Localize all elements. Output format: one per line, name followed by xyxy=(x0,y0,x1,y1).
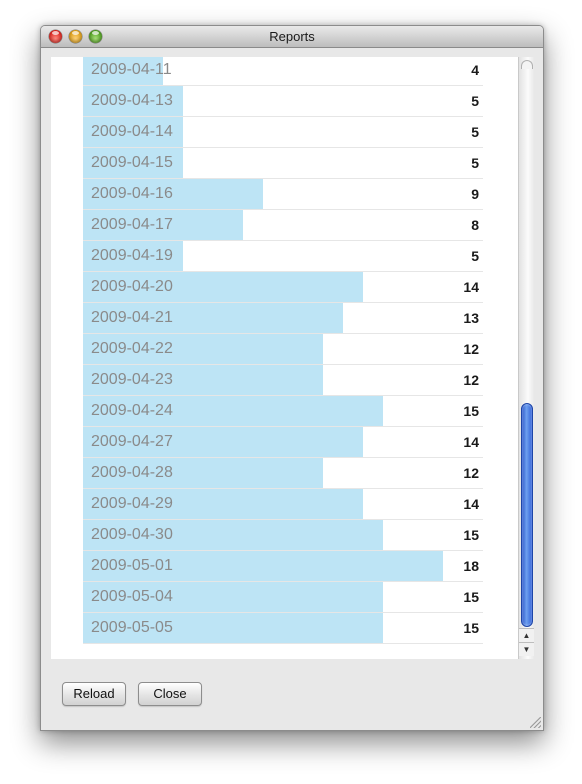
row-count: 4 xyxy=(471,62,479,78)
row-date: 2009-04-21 xyxy=(91,309,173,326)
zoom-window-icon[interactable] xyxy=(89,30,102,43)
report-row: 2009-05-05 15 xyxy=(83,613,483,644)
count-bar xyxy=(83,117,183,147)
row-date: 2009-04-17 xyxy=(91,216,173,233)
minimize-window-icon[interactable] xyxy=(69,30,82,43)
report-row: 2009-04-15 5 xyxy=(83,148,483,179)
report-row: 2009-05-01 18 xyxy=(83,551,483,582)
row-date: 2009-04-28 xyxy=(91,464,173,481)
scroll-down-arrow-icon[interactable]: ▼ xyxy=(519,642,534,656)
row-count: 12 xyxy=(463,465,479,481)
report-row: 2009-04-14 5 xyxy=(83,117,483,148)
row-date: 2009-05-04 xyxy=(91,588,173,605)
row-count: 15 xyxy=(463,589,479,605)
count-bar xyxy=(83,179,263,209)
row-date: 2009-04-11 xyxy=(91,61,172,78)
count-bar xyxy=(83,427,363,457)
report-row: 2009-04-27 14 xyxy=(83,427,483,458)
row-date: 2009-04-27 xyxy=(91,433,173,450)
report-row: 2009-04-29 14 xyxy=(83,489,483,520)
row-date: 2009-04-22 xyxy=(91,340,173,357)
report-row: 2009-04-13 5 xyxy=(83,86,483,117)
row-count: 5 xyxy=(471,93,479,109)
report-panel: 2009-04-11 4 2009-04-13 5 2009-04-14 5 2009-04… xyxy=(51,57,533,659)
row-date: 2009-04-16 xyxy=(91,185,173,202)
row-count: 8 xyxy=(471,217,479,233)
row-count: 5 xyxy=(471,248,479,264)
count-bar xyxy=(83,520,383,550)
row-count: 14 xyxy=(463,434,479,450)
vertical-scrollbar[interactable]: ▲ ▼ xyxy=(518,57,534,659)
row-count: 14 xyxy=(463,496,479,512)
row-count: 14 xyxy=(463,279,479,295)
row-date: 2009-04-29 xyxy=(91,495,173,512)
report-row: 2009-04-30 15 xyxy=(83,520,483,551)
row-date: 2009-05-05 xyxy=(91,619,173,636)
close-window-icon[interactable] xyxy=(49,30,62,43)
row-count: 15 xyxy=(463,527,479,543)
report-row: 2009-04-24 15 xyxy=(83,396,483,427)
row-count: 12 xyxy=(463,372,479,388)
count-bar xyxy=(83,365,323,395)
report-row: 2009-04-21 13 xyxy=(83,303,483,334)
row-date: 2009-04-30 xyxy=(91,526,173,543)
reload-button[interactable]: Reload xyxy=(62,682,126,706)
report-row: 2009-04-28 12 xyxy=(83,458,483,489)
reports-window: Reports 2009-04-11 4 2009-04-13 5 2009-04-14… xyxy=(40,25,544,731)
row-count: 12 xyxy=(463,341,479,357)
row-count: 9 xyxy=(471,186,479,202)
count-bar xyxy=(83,458,323,488)
row-date: 2009-04-23 xyxy=(91,371,173,388)
count-bar xyxy=(83,551,443,581)
row-date: 2009-04-20 xyxy=(91,278,173,295)
count-bar xyxy=(83,86,183,116)
scroll-track-cap xyxy=(521,60,533,69)
report-row: 2009-04-20 14 xyxy=(83,272,483,303)
row-date: 2009-05-01 xyxy=(91,557,173,574)
window-title: Reports xyxy=(269,29,315,44)
report-row: 2009-04-19 5 xyxy=(83,241,483,272)
row-count: 15 xyxy=(463,620,479,636)
count-bar xyxy=(83,148,183,178)
scroll-thumb[interactable] xyxy=(521,403,533,627)
scroll-up-arrow-icon[interactable]: ▲ xyxy=(519,628,534,642)
row-count: 15 xyxy=(463,403,479,419)
report-row: 2009-04-11 4 xyxy=(83,57,483,86)
count-bar xyxy=(83,613,383,643)
count-bar xyxy=(83,582,383,612)
report-row: 2009-04-16 9 xyxy=(83,179,483,210)
row-count: 13 xyxy=(463,310,479,326)
count-bar xyxy=(83,272,363,302)
row-date: 2009-04-24 xyxy=(91,402,173,419)
count-bar xyxy=(83,57,163,85)
row-date: 2009-04-15 xyxy=(91,154,173,171)
count-bar xyxy=(83,334,323,364)
report-row: 2009-04-17 8 xyxy=(83,210,483,241)
row-count: 18 xyxy=(463,558,479,574)
count-bar xyxy=(83,241,183,271)
report-row: 2009-05-04 15 xyxy=(83,582,483,613)
report-row: 2009-04-22 12 xyxy=(83,334,483,365)
count-bar xyxy=(83,489,363,519)
row-date: 2009-04-14 xyxy=(91,123,173,140)
count-bar xyxy=(83,396,383,426)
report-list: 2009-04-11 4 2009-04-13 5 2009-04-14 5 2009-04… xyxy=(83,57,483,644)
row-count: 5 xyxy=(471,124,479,140)
row-date: 2009-04-13 xyxy=(91,92,173,109)
count-bar xyxy=(83,210,243,240)
resize-grip-icon[interactable] xyxy=(530,717,541,728)
row-count: 5 xyxy=(471,155,479,171)
report-row: 2009-04-23 12 xyxy=(83,365,483,396)
count-bar xyxy=(83,303,343,333)
row-date: 2009-04-19 xyxy=(91,247,173,264)
title-bar[interactable]: Reports xyxy=(41,26,543,48)
close-button[interactable]: Close xyxy=(138,682,202,706)
